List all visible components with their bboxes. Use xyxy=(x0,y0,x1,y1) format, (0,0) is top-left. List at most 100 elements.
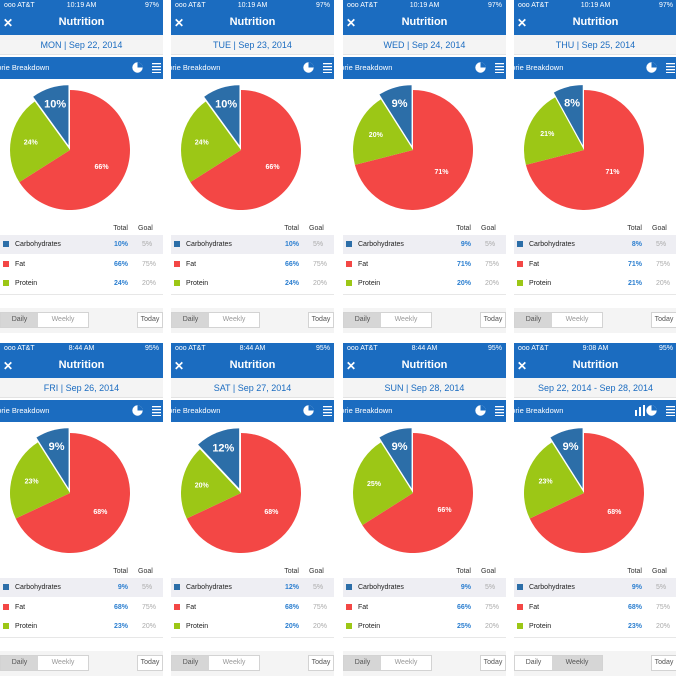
protein-swatch xyxy=(517,623,523,629)
date-selector[interactable]: TUE | Sep 23, 2014 xyxy=(171,35,334,55)
list-icon[interactable] xyxy=(666,405,675,416)
row-total: 68% xyxy=(284,604,299,611)
today-button[interactable]: Today xyxy=(651,312,676,328)
protein-swatch xyxy=(3,280,9,286)
close-icon[interactable]: ✕ xyxy=(517,359,528,373)
pie-chart: 71% 20% 9% xyxy=(353,85,473,210)
footer-bar: Daily Weekly Today xyxy=(171,308,334,333)
list-icon[interactable] xyxy=(323,405,332,416)
close-icon[interactable]: ✕ xyxy=(517,16,528,30)
weekly-tab[interactable]: Weekly xyxy=(222,659,246,666)
goal-column-header: Goal xyxy=(652,225,667,232)
row-goal: 75% xyxy=(656,261,671,268)
today-button[interactable]: Today xyxy=(651,655,676,671)
daily-tab[interactable]: Daily xyxy=(1,313,38,327)
list-icon[interactable] xyxy=(152,62,161,73)
fat-slice-label: 68% xyxy=(93,509,108,516)
footer-bar: Daily Weekly Today xyxy=(343,651,506,676)
date-selector[interactable]: THU | Sep 25, 2014 xyxy=(514,35,676,55)
daily-tab[interactable]: Daily xyxy=(172,656,209,670)
fat-slice xyxy=(186,433,301,553)
date-selector[interactable]: FRI | Sep 26, 2014 xyxy=(0,378,163,398)
weekly-tab[interactable]: Weekly xyxy=(394,316,418,323)
carbs-slice xyxy=(379,428,412,489)
weekly-tab[interactable]: Weekly xyxy=(394,659,418,666)
row-goal: 20% xyxy=(485,280,500,287)
protein-slice xyxy=(524,442,584,519)
list-icon[interactable] xyxy=(495,62,504,73)
table-header: Total Goal xyxy=(514,568,676,578)
pie-chart-icon[interactable] xyxy=(646,405,657,416)
status-bar: ooo AT&T 8:44 AM 95% xyxy=(171,343,334,354)
close-icon[interactable]: ✕ xyxy=(3,16,14,30)
pie-chart-icon[interactable] xyxy=(303,62,314,73)
pie-chart-icon[interactable] xyxy=(475,62,486,73)
carbs-slice xyxy=(33,85,69,146)
date-selector[interactable]: SUN | Sep 28, 2014 xyxy=(343,378,506,398)
row-goal: 20% xyxy=(313,623,328,630)
daily-tab[interactable]: Daily xyxy=(344,656,381,670)
fat-slice-label: 66% xyxy=(266,164,281,171)
weekly-tab[interactable]: Weekly xyxy=(222,316,246,323)
close-icon[interactable]: ✕ xyxy=(346,16,357,30)
carbs-slice-label: 10% xyxy=(44,98,66,110)
row-goal: 75% xyxy=(656,604,671,611)
daily-tab[interactable]: Daily xyxy=(515,313,552,327)
today-button[interactable]: Today xyxy=(480,655,506,671)
battery-label: 97% xyxy=(487,2,502,9)
list-icon[interactable] xyxy=(495,405,504,416)
today-button[interactable]: Today xyxy=(480,312,506,328)
row-goal: 5% xyxy=(313,241,324,248)
nutrition-screen: ooo AT&T 10:19 AM 97% ✕ Nutrition MON | … xyxy=(0,0,163,333)
table-row: Fat 68% 75% xyxy=(514,598,676,617)
nav-bar: ✕ Nutrition xyxy=(343,11,506,35)
row-name: Carbohydrates xyxy=(358,241,404,248)
today-button[interactable]: Today xyxy=(308,312,334,328)
weekly-tab[interactable]: Weekly xyxy=(51,659,75,666)
row-name: Protein xyxy=(186,623,209,630)
date-selector[interactable]: WED | Sep 24, 2014 xyxy=(343,35,506,55)
today-button[interactable]: Today xyxy=(137,312,163,328)
close-icon[interactable]: ✕ xyxy=(346,359,357,373)
close-icon[interactable]: ✕ xyxy=(174,16,185,30)
row-total: 21% xyxy=(627,280,642,287)
weekly-tab[interactable]: Weekly xyxy=(552,656,602,670)
list-icon[interactable] xyxy=(666,62,675,73)
row-total: 68% xyxy=(627,604,642,611)
protein-swatch xyxy=(346,280,352,286)
today-button[interactable]: Today xyxy=(308,655,334,671)
close-icon[interactable]: ✕ xyxy=(3,359,14,373)
daily-tab[interactable]: Daily xyxy=(172,313,209,327)
close-icon[interactable]: ✕ xyxy=(174,359,185,373)
date-selector[interactable]: SAT | Sep 27, 2014 xyxy=(171,378,334,398)
weekly-tab[interactable]: Weekly xyxy=(565,316,589,323)
daily-tab[interactable]: Daily xyxy=(344,313,381,327)
weekly-tab[interactable]: Weekly xyxy=(51,316,75,323)
pie-chart-icon[interactable] xyxy=(132,62,143,73)
fat-swatch xyxy=(174,261,180,267)
pie-chart-icon[interactable] xyxy=(303,405,314,416)
bar-chart-icon[interactable] xyxy=(635,405,645,416)
table-row: Carbohydrates 10% 5% xyxy=(0,235,163,254)
row-total: 23% xyxy=(113,623,128,630)
date-label: THU | Sep 25, 2014 xyxy=(555,40,636,50)
row-goal: 75% xyxy=(313,261,328,268)
daily-tab[interactable]: Daily xyxy=(525,659,542,666)
chart-title: Calorie Breakdown xyxy=(0,63,50,72)
divider xyxy=(171,294,334,295)
pie-chart-icon[interactable] xyxy=(646,62,657,73)
today-button[interactable]: Today xyxy=(137,655,163,671)
list-icon[interactable] xyxy=(323,62,332,73)
divider xyxy=(514,637,676,638)
date-selector[interactable]: MON | Sep 22, 2014 xyxy=(0,35,163,55)
date-selector[interactable]: Sep 22, 2014 - Sep 28, 2014 xyxy=(514,378,676,398)
row-goal: 5% xyxy=(656,584,667,591)
protein-slice xyxy=(524,97,584,165)
pie-chart-icon[interactable] xyxy=(132,405,143,416)
list-icon[interactable] xyxy=(152,405,161,416)
table-header: Total Goal xyxy=(343,568,506,578)
pie-chart-icon[interactable] xyxy=(475,405,486,416)
carbs-swatch xyxy=(346,584,352,590)
row-goal: 75% xyxy=(142,261,157,268)
daily-tab[interactable]: Daily xyxy=(1,656,38,670)
